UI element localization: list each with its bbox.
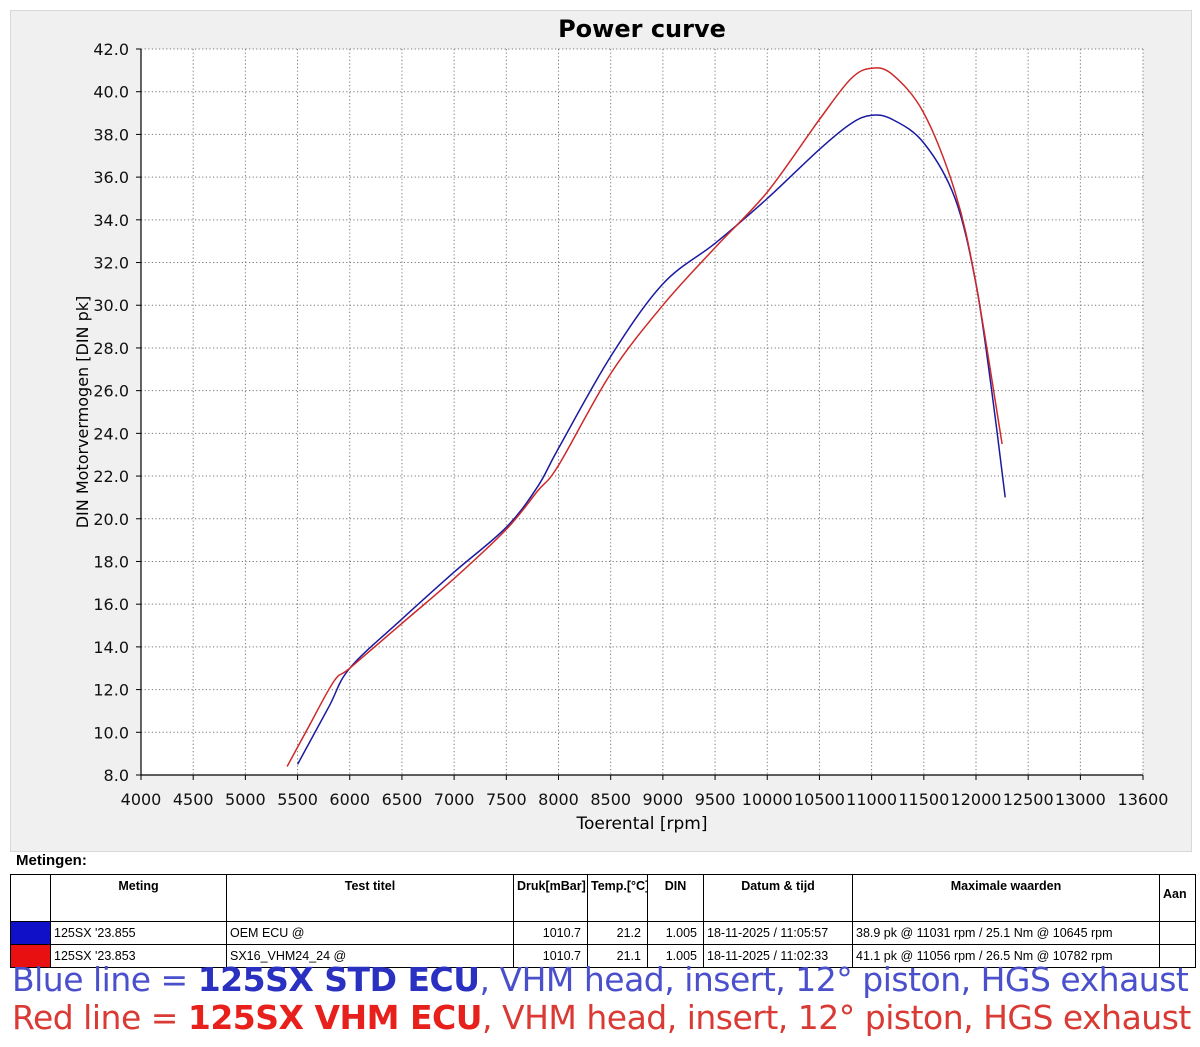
cell-druk: 1010.7 <box>513 944 588 968</box>
plot-area <box>141 49 1143 775</box>
y-tick-label: 30.0 <box>93 296 129 315</box>
cell-max: 41.1 pk @ 11056 rpm / 26.5 Nm @ 10782 rp… <box>852 944 1160 968</box>
cell-datum: 18-11-2025 / 11:05:57 <box>703 921 853 945</box>
x-tick-label: 5000 <box>225 790 266 809</box>
y-tick-label: 40.0 <box>93 83 129 102</box>
header-color <box>10 874 51 922</box>
x-tick-label: 9500 <box>695 790 736 809</box>
caption-prefix: Red line = <box>12 998 188 1037</box>
header-aan: Aan <box>1159 874 1196 922</box>
cell-aan <box>1159 921 1196 945</box>
x-tick-label: 7000 <box>434 790 475 809</box>
x-axis-label: Toerental [rpm] <box>575 814 707 834</box>
y-tick-label: 22.0 <box>93 467 129 486</box>
y-tick-label: 42.0 <box>93 40 129 59</box>
y-tick-label: 32.0 <box>93 254 129 273</box>
cell-temp: 21.1 <box>587 944 648 968</box>
cell-max: 38.9 pk @ 11031 rpm / 25.1 Nm @ 10645 rp… <box>852 921 1160 945</box>
header-druk: Druk[mBar] <box>513 874 588 922</box>
x-tick-label: 5500 <box>277 790 318 809</box>
cell-titel: OEM ECU @ <box>226 921 514 945</box>
caption-prefix: Blue line = <box>12 960 198 999</box>
y-axis-label: DIN Motorvermogen [DIN pk] <box>73 296 92 529</box>
x-tick-label: 12000 <box>951 790 1002 809</box>
x-tick-label: 4000 <box>121 790 162 809</box>
table-row[interactable]: 125SX '23.853 SX16_VHM24_24 @ 1010.7 21.… <box>10 944 1196 968</box>
cell-meting: 125SX '23.855 <box>50 921 227 945</box>
x-tick-label: 8500 <box>590 790 631 809</box>
y-tick-label: 16.0 <box>93 595 129 614</box>
header-temp: Temp.[°C] <box>587 874 648 922</box>
y-tick-label: 36.0 <box>93 168 129 187</box>
caption-rest: , VHM head, insert, 12° piston, HGS exha… <box>482 998 1191 1037</box>
x-tick-label: 6000 <box>329 790 370 809</box>
chart-title: Power curve <box>558 15 726 43</box>
y-tick-label: 10.0 <box>93 723 129 742</box>
x-tick-label: 10000 <box>742 790 793 809</box>
x-tick-label: 13600 <box>1118 790 1169 809</box>
caption-ecu-label: 125SX VHM ECU <box>187 998 483 1037</box>
cell-aan <box>1159 944 1196 968</box>
x-tick-label: 8000 <box>538 790 579 809</box>
red-power-line <box>286 67 1003 767</box>
y-tick-label: 38.0 <box>93 125 129 144</box>
header-datum: Datum & tijd <box>703 874 853 922</box>
y-tick-label: 20.0 <box>93 510 129 529</box>
cell-meting: 125SX '23.853 <box>50 944 227 968</box>
x-tick-label: 11000 <box>846 790 897 809</box>
red-line-caption: Red line = 125SX VHM ECU, VHM head, inse… <box>12 998 1192 1037</box>
table-row[interactable]: 125SX '23.855 OEM ECU @ 1010.7 21.2 1.00… <box>10 921 1196 945</box>
header-din: DIN <box>647 874 704 922</box>
measurements-table: Meting Test titel Druk[mBar] Temp.[°C] D… <box>10 874 1196 968</box>
y-tick-label: 14.0 <box>93 638 129 657</box>
x-tick-label: 6500 <box>382 790 423 809</box>
header-max: Maximale waarden <box>852 874 1160 922</box>
x-tick-label: 4500 <box>173 790 214 809</box>
y-tick-label: 12.0 <box>93 681 129 700</box>
series-color-swatch <box>10 921 51 945</box>
x-tick-label: 10500 <box>794 790 845 809</box>
blue-power-line <box>296 114 1006 765</box>
y-tick-label: 18.0 <box>93 552 129 571</box>
power-curve-chart: 4000 4500 5000 5500 6000 6500 7000 7500 8000 8500… <box>73 15 1169 834</box>
chart-panel: 4000 4500 5000 5500 6000 6500 7000 7500 8000 8500… <box>10 10 1192 852</box>
x-tick-label: 12500 <box>1003 790 1054 809</box>
cell-titel: SX16_VHM24_24 @ <box>226 944 514 968</box>
series-color-swatch <box>10 944 51 968</box>
x-tick-label: 9000 <box>643 790 684 809</box>
y-tick-label: 34.0 <box>93 211 129 230</box>
table-header-row: Meting Test titel Druk[mBar] Temp.[°C] D… <box>10 874 1196 922</box>
measurements-title: Metingen: <box>16 852 87 869</box>
x-tick-label: 11500 <box>898 790 949 809</box>
y-tick-label: 24.0 <box>93 424 129 443</box>
caption-ecu-label: 125SX STD ECU <box>197 960 480 999</box>
caption-rest: , VHM head, insert, 12° piston, HGS exha… <box>479 960 1189 999</box>
y-tick-label: 8.0 <box>104 766 129 785</box>
cell-temp: 21.2 <box>587 921 648 945</box>
y-tick-label: 26.0 <box>93 382 129 401</box>
header-meting: Meting <box>50 874 227 922</box>
y-tick-label: 28.0 <box>93 339 129 358</box>
cell-datum: 18-11-2025 / 11:02:33 <box>703 944 853 968</box>
header-test-titel: Test titel <box>226 874 514 922</box>
cell-din: 1.005 <box>647 944 704 968</box>
cell-druk: 1010.7 <box>513 921 588 945</box>
cell-din: 1.005 <box>647 921 704 945</box>
x-tick-label: 13000 <box>1055 790 1106 809</box>
x-tick-label: 7500 <box>486 790 527 809</box>
blue-line-caption: Blue line = 125SX STD ECU, VHM head, ins… <box>12 960 1192 999</box>
